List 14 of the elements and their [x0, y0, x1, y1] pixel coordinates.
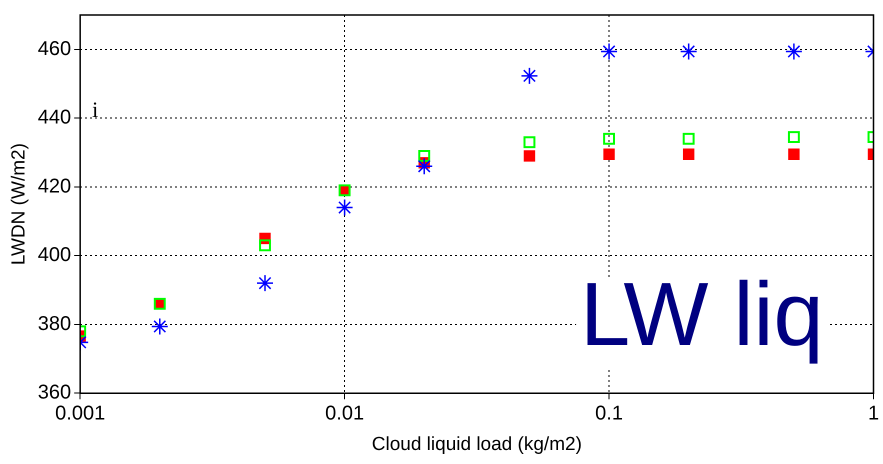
y-tick-label: 420 — [38, 175, 72, 198]
y-tick-label: 400 — [38, 244, 72, 266]
annotation: i — [92, 97, 98, 122]
x-tick-label: 0.1 — [595, 402, 623, 425]
x-tick-label: 0.01 — [325, 402, 364, 425]
y-tick-label: 360 — [38, 382, 72, 404]
y-tick-label: 380 — [38, 312, 72, 335]
x-tick-label: 1 — [868, 402, 880, 425]
y-tick-label: 440 — [38, 106, 72, 129]
x-axis-title: Cloud liquid load (kg/m2) — [372, 434, 582, 455]
annotation: LW liq — [580, 265, 824, 366]
y-axis-title: LWDN (W/m2) — [8, 143, 30, 266]
y-tick-label: 460 — [38, 38, 72, 60]
x-tick-label: 0.001 — [55, 402, 106, 425]
